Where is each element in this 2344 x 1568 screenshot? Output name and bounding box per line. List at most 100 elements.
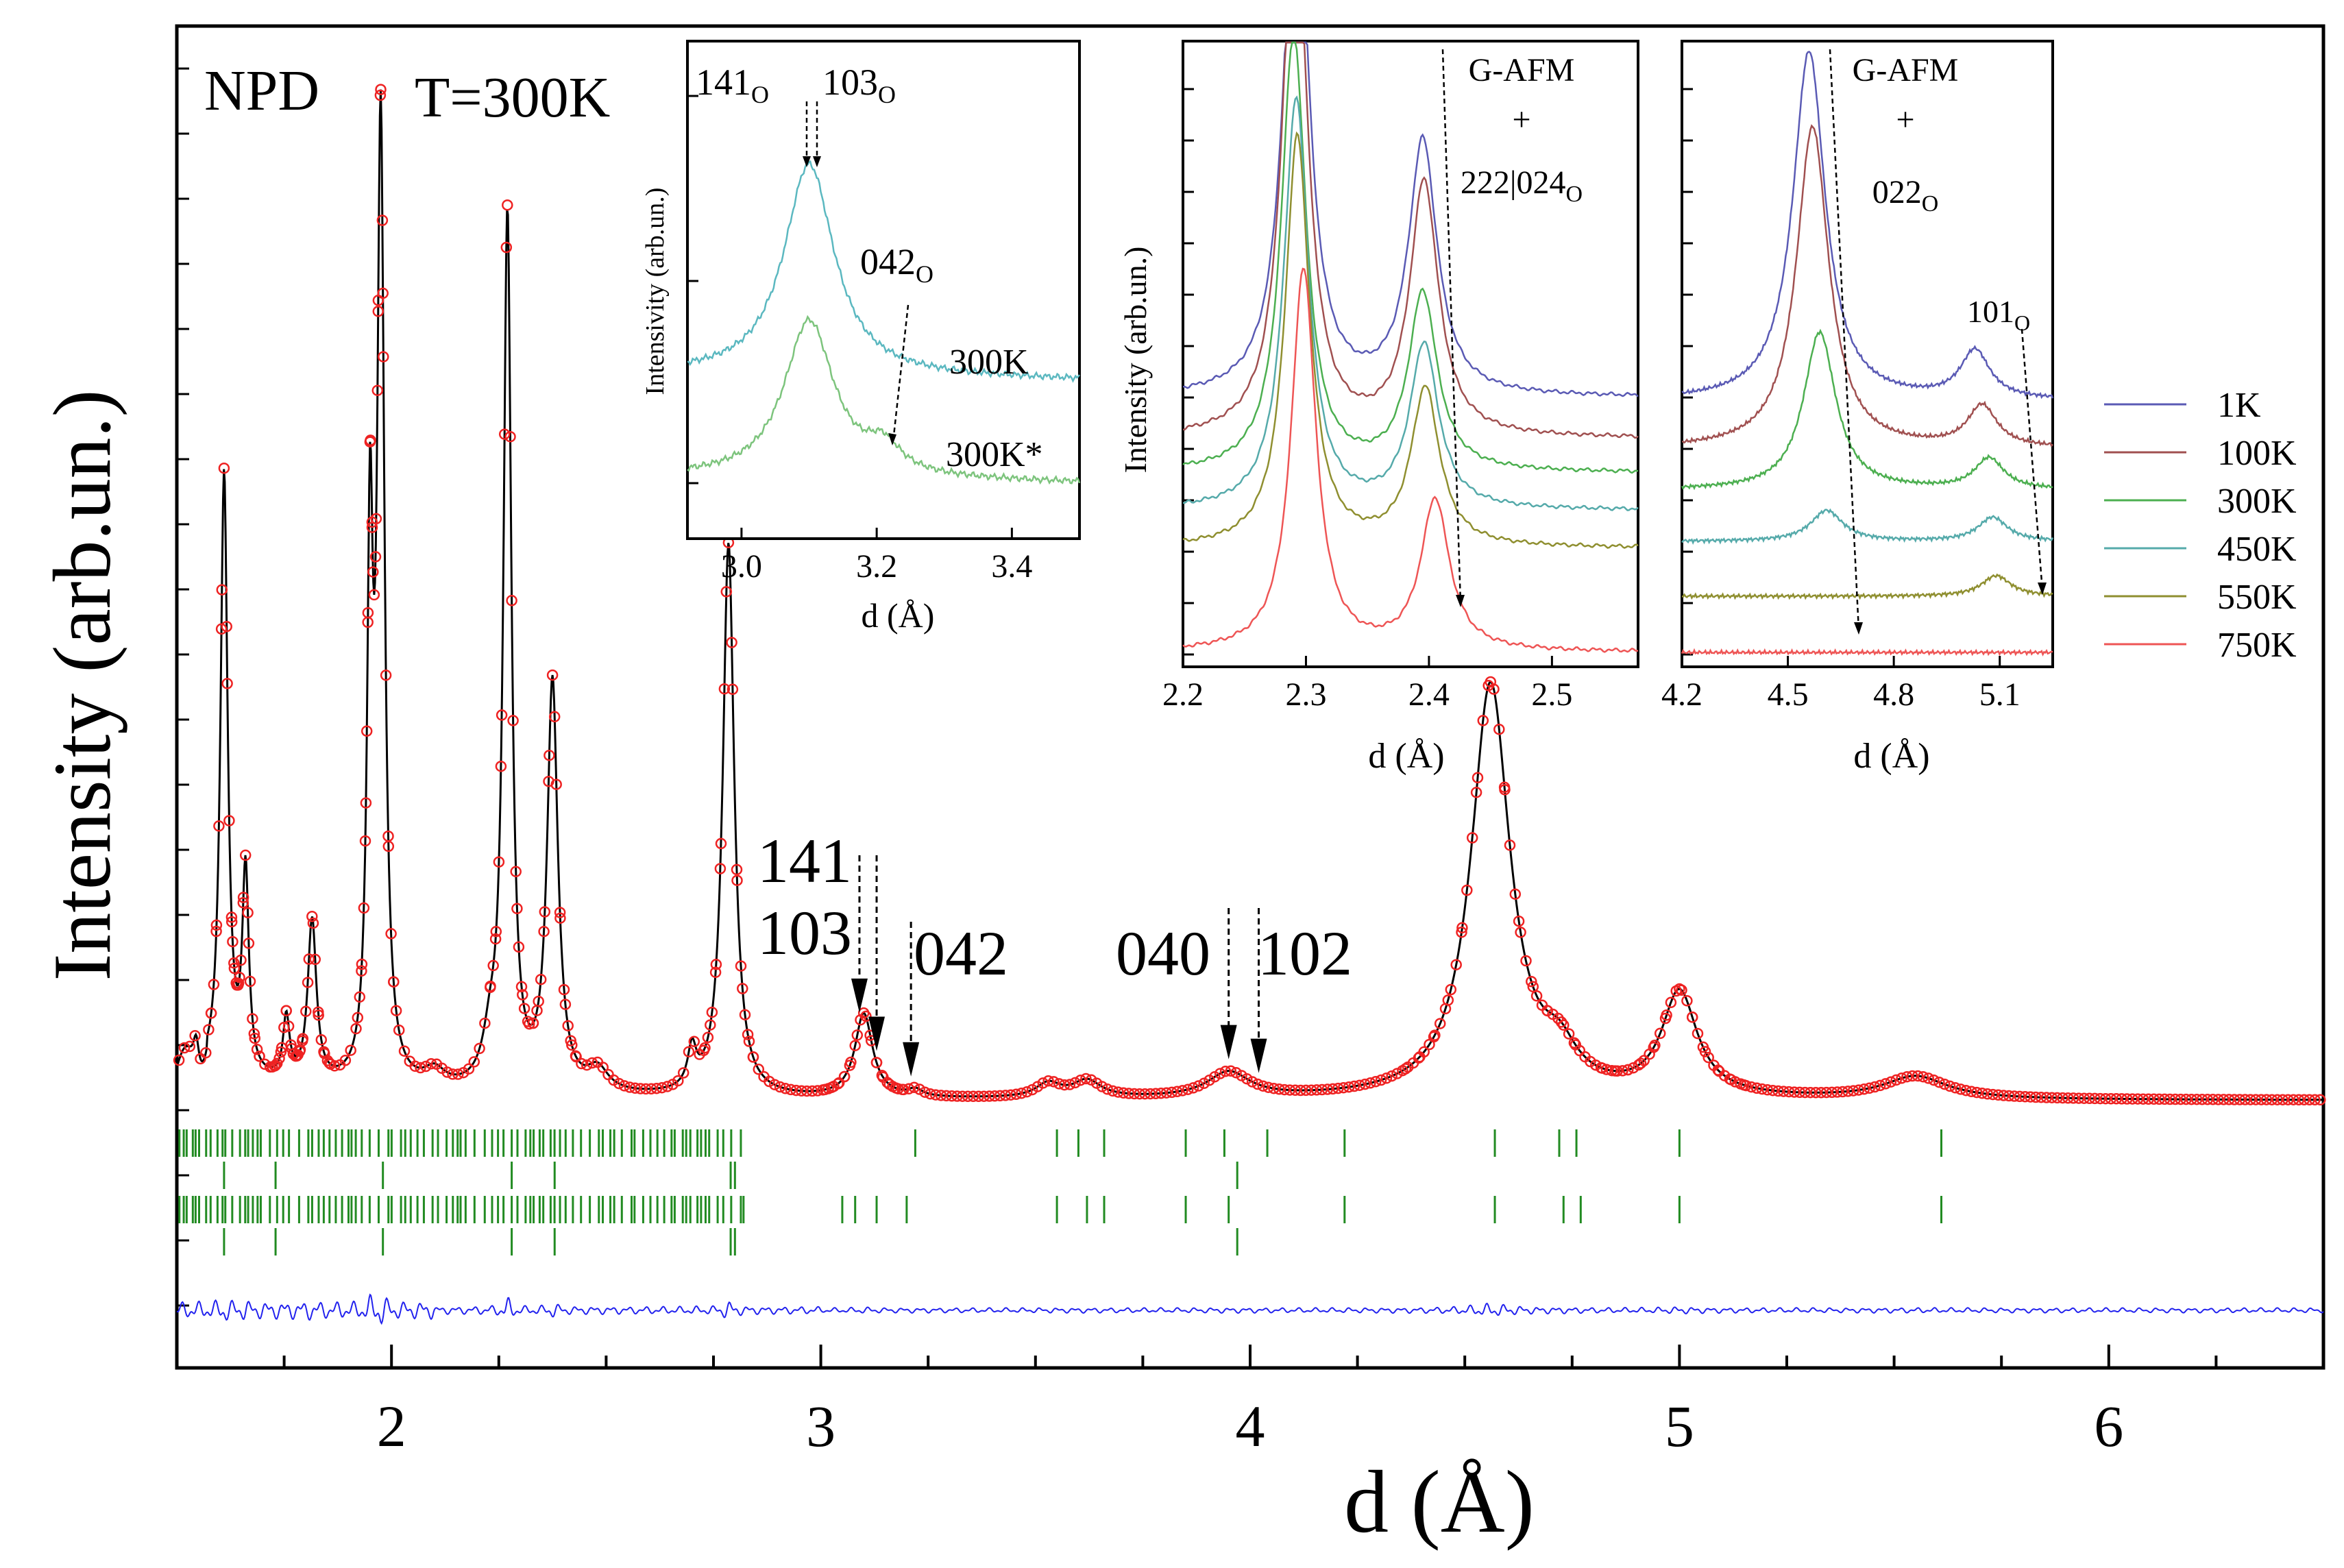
main-title-left: NPD <box>204 59 319 123</box>
observed-point <box>1117 1087 1130 1099</box>
observed-point <box>1107 1085 1119 1097</box>
observed-point <box>2304 1094 2315 1106</box>
observed-point <box>1853 1084 1865 1096</box>
observed-point <box>1214 1068 1226 1079</box>
inset-x-tick-label: 2.2 <box>1162 676 1204 713</box>
observed-point <box>2142 1093 2154 1105</box>
observed-point <box>2315 1094 2326 1106</box>
observed-point <box>2127 1093 2138 1105</box>
observed-point <box>709 966 722 979</box>
bragg-tick-rows <box>178 1129 1943 1255</box>
observed-point <box>973 1090 985 1103</box>
observed-point <box>2250 1094 2262 1105</box>
inset-2-annotation-line3: 222|024O <box>1461 164 1583 207</box>
inset-2-annotation-line1: G-AFM <box>1469 52 1575 88</box>
inset-1-legend-300k-star: 300K* <box>946 435 1043 474</box>
inset-3-annotation-line1: G-AFM <box>1853 52 1959 88</box>
observed-point <box>811 1085 824 1097</box>
observed-point <box>210 919 223 931</box>
marker-arrowhead-042 <box>903 1042 920 1077</box>
observed-point <box>640 1083 652 1095</box>
observed-point <box>360 797 372 809</box>
observed-point <box>203 1024 215 1036</box>
observed-point <box>510 866 522 878</box>
observed-point <box>415 1062 426 1074</box>
observed-point <box>1699 1046 1711 1057</box>
observed-point <box>903 1083 915 1095</box>
observed-point <box>566 1039 578 1051</box>
observed-point <box>984 1090 995 1102</box>
observed-point <box>371 384 384 396</box>
observed-point <box>356 958 368 970</box>
observed-point <box>493 856 505 868</box>
observed-point <box>213 820 225 832</box>
observed-point <box>539 906 551 918</box>
observed-point <box>774 1081 786 1093</box>
observed-point <box>2309 1094 2321 1106</box>
observed-point <box>2153 1093 2165 1105</box>
observed-point <box>1949 1082 1962 1094</box>
inset-2-curve-100K <box>1182 41 1639 439</box>
observed-point <box>374 89 387 101</box>
observed-point <box>1380 1073 1393 1084</box>
inset-x-tick-label: 2.3 <box>1285 676 1326 713</box>
observed-point <box>618 1080 631 1092</box>
observed-point <box>1622 1064 1634 1076</box>
observed-point <box>228 957 240 969</box>
observed-point <box>1069 1077 1081 1089</box>
observed-point <box>2035 1091 2047 1103</box>
observed-point <box>297 1033 309 1044</box>
inset-1-legend-300k: 300K <box>949 343 1029 382</box>
observed-point <box>849 1040 861 1051</box>
observed-point <box>1171 1086 1183 1098</box>
inset-x-tick-label: 2.4 <box>1408 676 1450 713</box>
observed-point <box>223 815 235 826</box>
observed-point <box>1746 1081 1757 1093</box>
observed-point <box>1966 1086 1977 1098</box>
observed-point <box>237 892 249 903</box>
observed-point <box>718 683 731 695</box>
observed-point <box>1391 1068 1403 1079</box>
inset-1-arrow-042 <box>892 304 909 443</box>
observed-point <box>1805 1086 1816 1099</box>
observed-point <box>2025 1091 2036 1103</box>
observed-point <box>1128 1088 1140 1100</box>
inset-3-curves <box>1681 51 2054 657</box>
observed-point <box>325 1058 337 1070</box>
marker-label-103: 103 <box>757 898 852 968</box>
observed-point <box>356 965 367 977</box>
observed-point <box>1182 1083 1194 1095</box>
observed-point <box>313 1006 324 1018</box>
inset-2-annotation-line2: + <box>1512 101 1530 138</box>
observed-point <box>502 199 513 211</box>
observed-point <box>513 941 525 953</box>
inset-2-arrowhead <box>1456 595 1465 607</box>
observed-point <box>1617 1065 1628 1077</box>
observed-point <box>731 863 743 876</box>
observed-point <box>1316 1083 1328 1096</box>
observed-point <box>1470 787 1482 798</box>
observed-point <box>1016 1088 1027 1099</box>
observed-point <box>1526 975 1537 988</box>
observed-point <box>743 1036 755 1047</box>
inset-3-annotation-line3: 022O <box>1872 174 1939 217</box>
observed-point <box>698 1044 710 1057</box>
inset-3-ticks: 4.2 4.5 4.8 5.1 <box>1661 88 2021 713</box>
inset-1: 3.0 3.2 3.4 d (Å) Intensivity (arb.un.) 14… <box>641 40 1081 635</box>
observed-point <box>896 1083 908 1096</box>
observed-point <box>1145 1088 1156 1100</box>
observed-point <box>2201 1094 2214 1105</box>
difference-curve <box>176 1293 2324 1325</box>
observed-point <box>845 1056 857 1068</box>
observed-point <box>500 241 513 254</box>
observed-point <box>235 954 247 966</box>
observed-point <box>243 938 255 949</box>
observed-point <box>1310 1084 1323 1096</box>
observed-point <box>385 928 397 940</box>
observed-point <box>515 981 528 993</box>
observed-point <box>506 595 517 607</box>
observed-point <box>1799 1086 1811 1099</box>
inset-3-curve-550K <box>1681 573 2053 600</box>
observed-point <box>1933 1076 1945 1088</box>
observed-point <box>273 1053 285 1064</box>
